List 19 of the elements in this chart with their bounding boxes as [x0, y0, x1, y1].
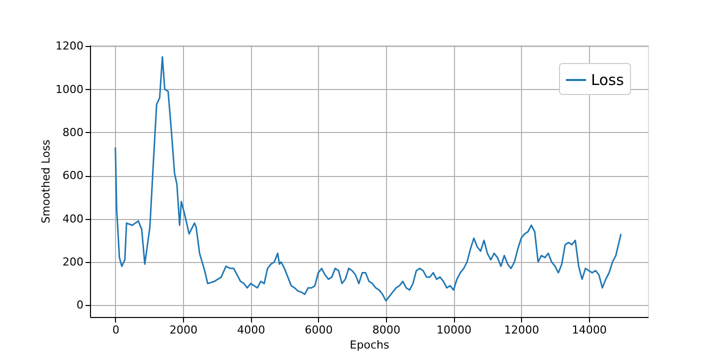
- x-tick-label: 14000: [572, 324, 607, 336]
- y-tick-label: 1000: [56, 82, 84, 96]
- y-tick-label: 800: [62, 126, 84, 139]
- y-axis-title: Smoothed Loss: [40, 139, 53, 224]
- x-tick-label: 12000: [504, 324, 540, 336]
- x-tick-label: 4000: [237, 324, 266, 336]
- y-tick-label: 0: [76, 298, 84, 312]
- x-tick-label: 6000: [304, 324, 333, 336]
- y-tick-label: 1200: [56, 40, 84, 53]
- line-series: [114, 56, 622, 302]
- x-tick-label: 0: [112, 324, 120, 336]
- y-tick-label: 200: [62, 255, 84, 268]
- x-axis-title: Epochs: [350, 338, 390, 352]
- x-tick-label: 10000: [436, 324, 472, 336]
- x-tick-label: 8000: [372, 324, 400, 336]
- y-tick-label: 400: [62, 212, 84, 226]
- legend-label: Loss: [591, 71, 624, 89]
- y-tick-label: 600: [62, 169, 84, 182]
- x-tick-label: 2000: [170, 324, 198, 336]
